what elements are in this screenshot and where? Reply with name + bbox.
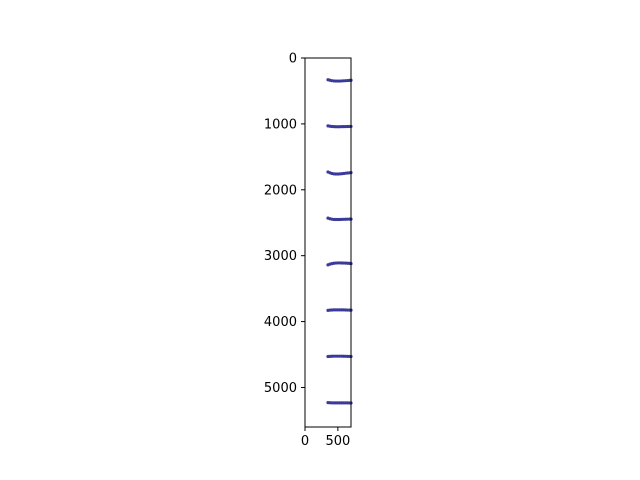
x-tick-label: 500 — [325, 434, 350, 449]
y-tick-label: 5000 — [264, 381, 297, 396]
x-axis: 0 500 — [301, 427, 350, 449]
y-tick-label: 3000 — [264, 249, 297, 264]
y-tick-label: 4000 — [264, 315, 297, 330]
y-tick-label: 1000 — [264, 117, 297, 132]
y-tick-label: 0 — [289, 52, 297, 67]
x-tick-label: 0 — [301, 434, 309, 449]
data-points — [326, 78, 353, 405]
plot-frame — [304, 57, 352, 428]
y-tick-label: 2000 — [264, 183, 297, 198]
y-axis: 0 1000 2000 3000 4000 5000 — [264, 52, 305, 396]
